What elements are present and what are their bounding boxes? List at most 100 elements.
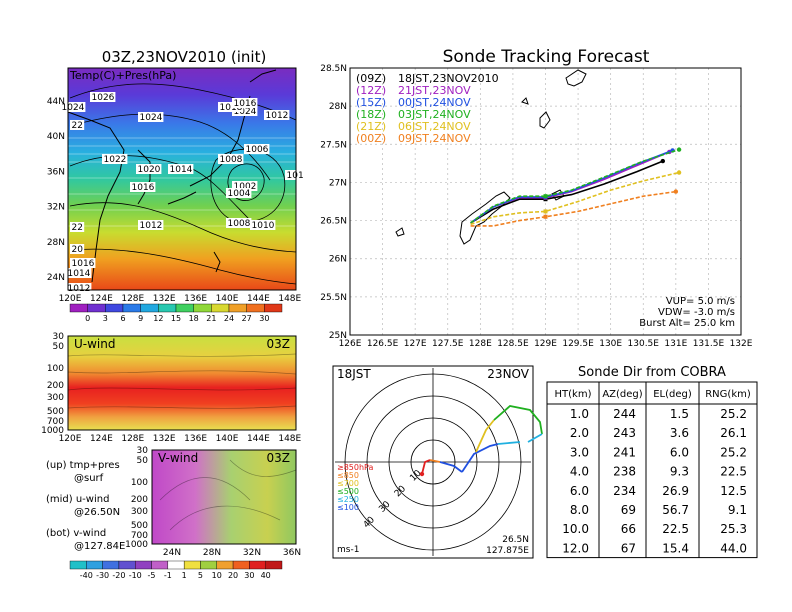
pressure-label: 1016 <box>132 183 155 193</box>
legend-mid-2: @26.50N <box>74 507 120 518</box>
temp-colorbar-label: 9 <box>138 314 143 323</box>
map-lon-label: 144E <box>247 294 270 304</box>
temp-colorbar-swatch <box>158 303 177 313</box>
wind-colorbar: -40 -30 -20 -10 -5 -1 1 5 10 20 30 40 <box>69 560 283 580</box>
pressure-label-bg <box>60 102 86 112</box>
vwind-x-label: 24N <box>163 548 181 558</box>
tracking-series-line <box>470 190 676 227</box>
tracking-x-tick: 130.5E <box>628 339 660 349</box>
temp-colorbar-swatch <box>87 303 106 313</box>
vwind-x-label: 36N <box>283 548 301 558</box>
vwind-y-label: 1000 <box>125 540 148 550</box>
pressure-label-bg <box>66 268 92 278</box>
temp-colorbar-label: 30 <box>259 314 269 323</box>
tracking-x-tick: 128.5E <box>497 339 529 349</box>
polar-origin-marker <box>419 471 425 477</box>
pressure-label-bg <box>285 170 305 180</box>
table-cell: 1.5 <box>670 407 689 421</box>
temp-colorbar-label: 27 <box>242 314 252 323</box>
uwind-y-label: 200 <box>47 381 64 391</box>
table-cell: 234 <box>613 484 636 498</box>
vwind-y-label: 200 <box>131 495 148 505</box>
uwind-x-label: 136E <box>184 434 207 444</box>
tracking-param: Burst Alt= 25.0 km <box>639 318 735 329</box>
vwind-y-label: 700 <box>131 531 148 541</box>
polar-lon: 127.875E <box>486 546 529 556</box>
table-header-cell: RNG(km) <box>705 389 751 400</box>
table-cell: 6.0 <box>670 445 689 459</box>
table-cell: 9.1 <box>728 503 747 517</box>
wind-colorbar-label: 1 <box>182 571 187 580</box>
polar-time: 18JST <box>337 367 371 381</box>
pressure-label-bg <box>232 181 258 191</box>
tracking-x-tick: 126.5E <box>367 339 399 349</box>
table-cell: 25.3 <box>720 522 747 536</box>
wind-colorbar-label: -20 <box>112 571 125 580</box>
pressure-label: 1004 <box>228 189 251 199</box>
table-cell: 66 <box>621 522 636 536</box>
vwind-frame <box>151 449 297 545</box>
map-label: Temp(C)+Pres(hPa) <box>69 69 176 82</box>
vwind-x-label: 28N <box>203 548 221 558</box>
uwind-title: U-wind <box>74 337 115 351</box>
tracking-legend-label: 21JST,23NOV <box>398 84 471 97</box>
tracking-legend-code: (00Z) <box>356 132 386 145</box>
temp-colorbar-label: 6 <box>120 314 125 323</box>
tracking-series-line <box>470 148 680 224</box>
wind-colorbar-swatch <box>151 560 169 570</box>
table-cell: 69 <box>621 503 636 517</box>
polar-level-label: ≤500 <box>337 487 359 496</box>
map-lat-label: 28N <box>47 238 65 248</box>
pressure-label: 101 <box>287 171 304 181</box>
legend-bot-2: @127.84E <box>74 541 125 552</box>
pressure-label-bg <box>138 220 164 230</box>
pressure-label-bg <box>70 244 85 254</box>
temp-colorbar-swatch <box>264 303 283 313</box>
tracking-legend-code: (09Z) <box>356 72 386 85</box>
pressure-label-bg <box>218 154 244 164</box>
pressure-label-bg <box>70 258 96 268</box>
table-cell: 244 <box>613 407 636 421</box>
table-header-cell: HT(km) <box>555 389 592 400</box>
temp-colorbar: 0 3 6 9 12 15 18 21 24 27 30 <box>69 303 283 323</box>
pressure-label-bg <box>226 218 252 228</box>
tracking-end-point <box>676 170 682 175</box>
pressure-label-bg <box>70 120 85 130</box>
temp-colorbar-label: 21 <box>206 314 216 323</box>
tracking-mid-marker <box>543 209 548 214</box>
uwind-x-label: 120E <box>59 434 82 444</box>
uwind-y-label: 1000 <box>41 426 64 436</box>
table-cell: 25.2 <box>720 407 747 421</box>
table-cell: 44.0 <box>720 541 747 555</box>
wind-colorbar-label: -10 <box>129 571 142 580</box>
map-title: 03Z,23NOV2010 (init) <box>102 48 267 66</box>
vwind-contours <box>159 459 297 531</box>
panel-legend: (up) tmp+pres @surf (mid) u-wind @26.50N… <box>46 460 125 552</box>
table-frame <box>546 381 758 559</box>
temp-colorbar-swatch <box>246 303 265 313</box>
tracking-end-point <box>673 189 679 194</box>
map-frame <box>67 67 297 291</box>
wind-colorbar-label: -1 <box>164 571 172 580</box>
pressure-label: 1014 <box>68 269 91 279</box>
vwind-y-label: 30 <box>137 446 149 456</box>
wind-colorbar-swatch <box>216 560 234 570</box>
pressure-label: 1026 <box>92 93 115 103</box>
temp-colorbar-swatch <box>193 303 212 313</box>
wind-colorbar-swatch <box>200 560 217 570</box>
uwind-y-label: 100 <box>47 364 64 374</box>
tracking-y-tick: 25.5N <box>320 293 347 303</box>
tracking-y-tick: 27N <box>329 178 347 188</box>
wind-colorbar-swatch <box>135 560 152 570</box>
polar-level-label: ≤850 <box>337 471 359 480</box>
table-cell: 22.5 <box>720 465 747 479</box>
table-cell: 238 <box>613 465 636 479</box>
pressure-label-bg <box>168 164 194 174</box>
tracking-y-tick: 28N <box>329 102 347 112</box>
tracking-legend-label: 09JST,24NOV <box>398 132 471 145</box>
pressure-label: 1014 <box>170 165 193 175</box>
tracking-x-tick: 127.5E <box>432 339 464 349</box>
polar-rings <box>335 368 531 556</box>
tracking-title: Sonde Tracking Forecast <box>443 47 650 67</box>
